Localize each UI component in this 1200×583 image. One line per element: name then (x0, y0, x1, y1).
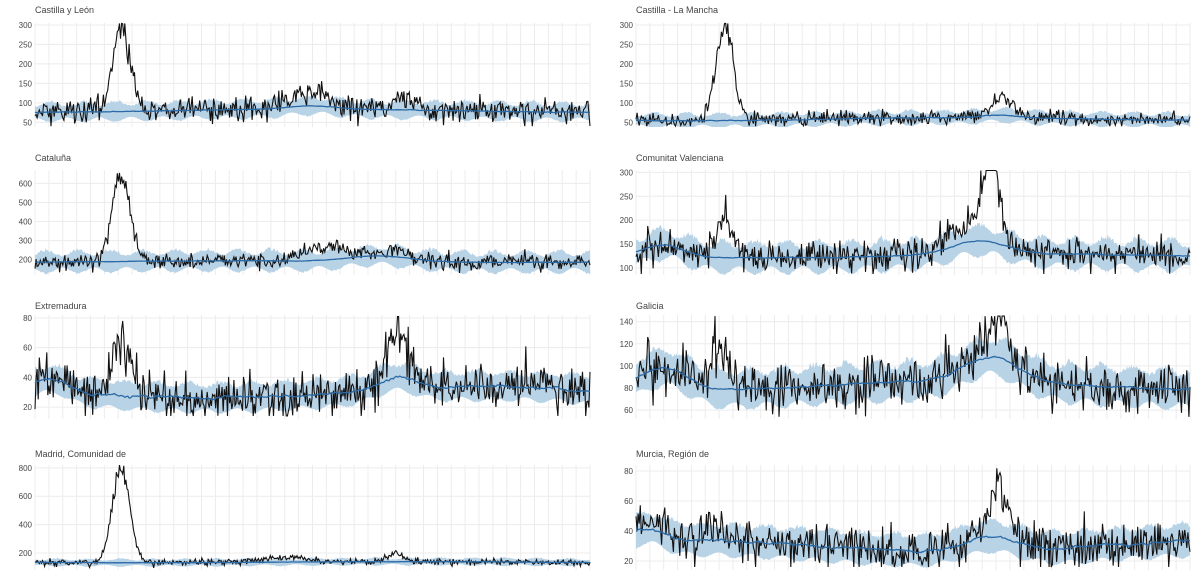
panel-title: Castilla - La Mancha (636, 5, 718, 15)
y-tick-label: 100 (620, 264, 634, 273)
panel-title: Castilla y León (35, 5, 94, 15)
y-tick-label: 200 (19, 60, 33, 69)
y-tick-label: 50 (624, 118, 633, 127)
panel-title: Cataluña (35, 153, 71, 163)
expected-line (34, 105, 591, 114)
expected-line (635, 355, 1191, 391)
y-tick-label: 200 (19, 256, 33, 265)
y-tick-label: 250 (620, 192, 634, 201)
y-tick-label: 250 (19, 40, 33, 49)
observed-line (635, 468, 1191, 568)
expected-line (635, 240, 1191, 259)
y-tick-label: 500 (19, 198, 33, 207)
vertical-gridlines (34, 465, 591, 570)
y-tick-label: 150 (19, 79, 33, 88)
y-tick-label: 600 (19, 179, 33, 188)
y-tick-label: 40 (624, 527, 633, 536)
y-tick-label: 400 (19, 521, 33, 530)
expected-line (35, 255, 590, 264)
y-tick-label: 300 (620, 21, 634, 30)
observed-line (34, 172, 591, 274)
y-tick-label: 600 (19, 492, 33, 501)
y-tick-label: 140 (620, 318, 634, 327)
y-tick-label: 80 (624, 384, 633, 393)
y-tick-label: 60 (624, 406, 633, 415)
y-tick-label: 800 (19, 464, 33, 473)
expected-line (34, 560, 591, 564)
expected-line (635, 528, 1191, 554)
y-tick-label: 300 (19, 21, 33, 30)
y-tick-label: 40 (23, 373, 32, 382)
y-tick-label: 60 (624, 497, 633, 506)
expected-line (34, 375, 591, 401)
y-tick-label: 200 (620, 216, 634, 225)
y-tick-label: 60 (23, 344, 32, 353)
y-tick-label: 100 (620, 362, 634, 371)
observed-line (34, 22, 591, 127)
y-tick-label: 20 (23, 403, 32, 412)
observed-line (635, 315, 1191, 417)
y-tick-label: 20 (624, 557, 633, 566)
vertical-gridlines (635, 23, 1191, 127)
panel-title: Galicia (636, 301, 664, 311)
y-tick-label: 400 (19, 218, 33, 227)
y-tick-label: 200 (620, 60, 634, 69)
expected-line (636, 114, 1191, 122)
panel-title: Extremadura (35, 301, 87, 311)
y-tick-label: 200 (19, 549, 33, 558)
y-tick-label: 300 (19, 237, 33, 246)
confidence-band (636, 222, 1190, 275)
y-tick-label: 80 (23, 314, 32, 323)
y-tick-label: 250 (620, 40, 634, 49)
panel-3: 200 300 400 500 600 Cataluña (19, 153, 591, 275)
y-tick-label: 100 (620, 99, 634, 108)
y-tick-label: 150 (620, 240, 634, 249)
y-tick-label: 80 (624, 467, 633, 476)
panel-title: Murcia, Región de (636, 449, 709, 459)
observed-line (635, 22, 1191, 128)
observed-line (34, 315, 591, 417)
y-tick-label: 300 (620, 168, 634, 177)
y-tick-label: 50 (23, 118, 32, 127)
y-tick-label: 100 (19, 99, 33, 108)
panel-title: Madrid, Comunidad de (35, 449, 126, 459)
y-tick-label: 120 (620, 340, 634, 349)
y-tick-label: 150 (620, 79, 634, 88)
confidence-band (35, 95, 590, 123)
panel-title: Comunitat Valenciana (636, 153, 723, 163)
